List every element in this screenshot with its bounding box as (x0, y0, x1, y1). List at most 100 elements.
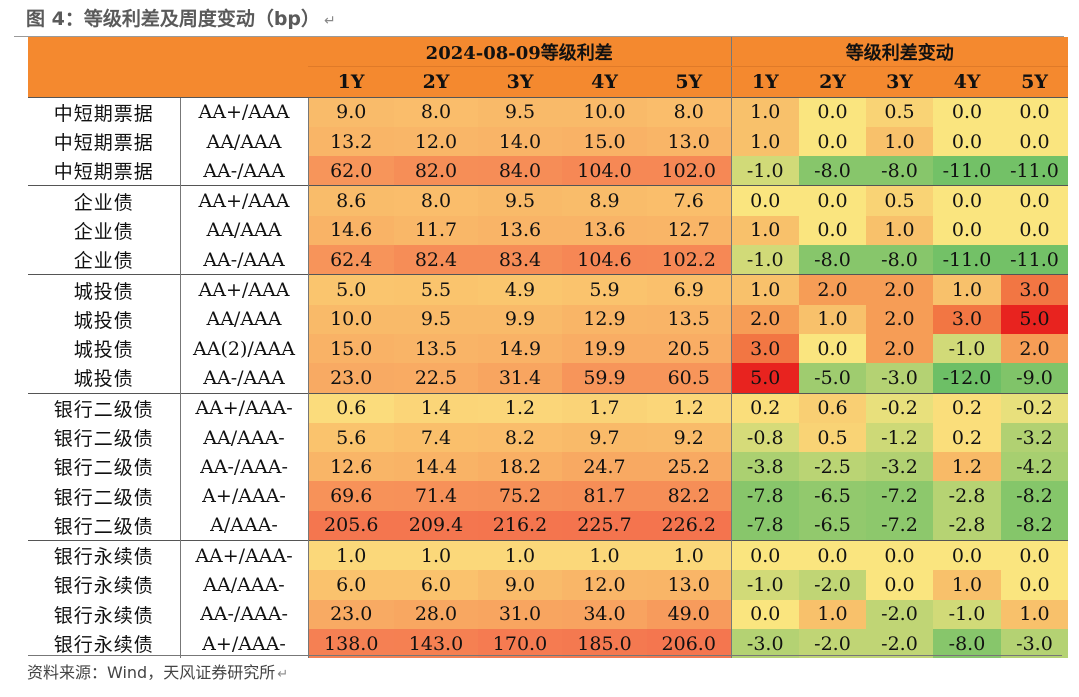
spread-cell: 14.0 (478, 126, 562, 157)
change-cell: 1.0 (730, 126, 799, 157)
table-row: 银行永续债 AA/AAA- 6.0 6.0 9.0 12.0 13.0 -1.0 -2.0 0.0… (28, 570, 1068, 600)
change-cell: 3.0 (1001, 274, 1068, 305)
spread-cell: 170.0 (478, 628, 562, 659)
change-cell: -6.5 (799, 510, 866, 541)
rating-pair-cell: A+/AAA- (179, 481, 308, 511)
table-row: 银行二级债 AA/AAA- 5.6 7.4 8.2 9.7 9.2 -0.8 0.5 -1.2 0.… (28, 422, 1068, 453)
change-cell: 1.0 (866, 126, 933, 157)
bond-type-cell: 银行二级债 (28, 481, 180, 511)
change-cell: 0.5 (799, 422, 866, 453)
spread-cell: 9.9 (478, 304, 562, 334)
change-cell: -0.2 (1001, 392, 1068, 423)
change-cell: 2.0 (866, 333, 933, 364)
table-row: 银行二级债 A/AAA- 205.6 209.4 216.2 225.7 226.2 -7.8… (28, 510, 1068, 541)
change-cell: 0.0 (799, 215, 866, 246)
change-cell: -2.0 (799, 628, 866, 659)
spread-table: 2024-08-09等级利差 等级利差变动 1Y 2Y 3Y 4Y 5Y 1Y … (28, 37, 1068, 659)
spread-cell: 12.0 (394, 126, 478, 157)
change-cell: 3.0 (933, 304, 1001, 334)
spread-cell: 206.0 (647, 628, 731, 659)
header-change-1y: 1Y (730, 66, 799, 98)
bond-type-cell: 银行永续债 (28, 599, 180, 629)
spread-cell: 62.0 (307, 156, 394, 186)
figure-title: 图 4：等级利差及周度变动（bp） ↵ (26, 8, 336, 30)
change-cell: 2.0 (866, 304, 933, 334)
rating-pair-cell: AA+/AAA (179, 274, 308, 305)
spread-cell: 13.5 (394, 333, 478, 364)
change-cell: 1.0 (730, 215, 799, 246)
bond-type-cell: 企业债 (28, 245, 180, 275)
spread-cell: 49.0 (647, 599, 731, 629)
spread-cell: 83.4 (478, 245, 562, 275)
spread-cell: 14.4 (394, 452, 478, 482)
change-cell: -8.0 (799, 245, 866, 275)
change-cell: -8.0 (866, 245, 933, 275)
spread-cell: 8.6 (307, 185, 394, 216)
header-type-cell (28, 37, 180, 98)
change-cell: 0.0 (933, 185, 1001, 216)
bond-type-cell: 银行二级债 (28, 422, 180, 453)
table-row: 城投债 AA-/AAA 23.0 22.5 31.4 59.9 60.5 5.0 -5.0 -3.… (28, 363, 1068, 394)
change-cell: 1.0 (730, 96, 799, 127)
header-change-2y: 2Y (799, 66, 866, 98)
rating-pair-cell: AA/AAA- (179, 422, 308, 453)
header-spread-5y: 5Y (647, 66, 731, 98)
bond-type-cell: 银行永续债 (28, 570, 180, 600)
rating-pair-cell: AA-/AAA (179, 245, 308, 275)
bond-type-cell: 银行二级债 (28, 392, 180, 423)
change-cell: -12.0 (933, 363, 1001, 394)
change-cell: 1.0 (799, 599, 866, 629)
bond-type-cell: 企业债 (28, 215, 180, 246)
spread-cell: 75.2 (478, 481, 562, 511)
spread-cell: 20.5 (647, 333, 731, 364)
change-cell: 1.0 (866, 215, 933, 246)
spread-cell: 1.0 (394, 540, 478, 571)
change-cell: -8.0 (799, 156, 866, 186)
change-cell: -1.2 (866, 422, 933, 453)
table-row: 银行二级债 AA+/AAA- 0.6 1.4 1.2 1.7 1.2 0.2 0.6 -0.2 0.… (28, 392, 1068, 423)
change-cell: -3.8 (730, 452, 799, 482)
spread-cell: 1.0 (562, 540, 647, 571)
spread-cell: 6.9 (647, 274, 731, 305)
change-cell: -7.8 (730, 481, 799, 511)
rating-pair-cell: AA+/AAA (179, 96, 308, 127)
rating-pair-cell: AA/AAA- (179, 570, 308, 600)
spread-cell: 8.0 (394, 185, 478, 216)
change-cell: -11.0 (933, 245, 1001, 275)
change-cell: 0.5 (866, 96, 933, 127)
spread-cell: 1.4 (394, 392, 478, 423)
rating-pair-cell: AA(2)/AAA (179, 333, 308, 364)
spread-cell: 10.0 (307, 304, 394, 334)
change-cell: -7.8 (730, 510, 799, 541)
rating-pair-cell: A/AAA- (179, 510, 308, 541)
rating-pair-cell: AA-/AAA (179, 156, 308, 186)
rating-pair-cell: AA-/AAA- (179, 452, 308, 482)
change-cell: 0.0 (933, 215, 1001, 246)
spread-cell: 5.0 (307, 274, 394, 305)
change-cell: 0.0 (799, 540, 866, 571)
spread-cell: 0.6 (307, 392, 394, 423)
change-cell: 1.0 (933, 570, 1001, 600)
spread-cell: 23.0 (307, 599, 394, 629)
change-cell: 2.0 (799, 274, 866, 305)
bond-type-cell: 城投债 (28, 363, 180, 394)
spread-cell: 15.0 (307, 333, 394, 364)
spread-cell: 84.0 (478, 156, 562, 186)
paragraph-mark-icon: ↵ (277, 667, 289, 682)
change-cell: 1.0 (730, 274, 799, 305)
change-cell: -8.0 (933, 628, 1001, 659)
change-cell: -3.2 (866, 452, 933, 482)
change-cell: -11.0 (1001, 156, 1068, 186)
rating-pair-cell: AA/AAA (179, 126, 308, 157)
bond-type-cell: 银行永续债 (28, 628, 180, 659)
table-row: 银行二级债 A+/AAA- 69.6 71.4 75.2 81.7 82.2 -7.8 -6.5… (28, 481, 1068, 511)
header-row-tenors: 1Y 2Y 3Y 4Y 5Y 1Y 2Y 3Y 4Y 5Y (28, 66, 1068, 98)
change-cell: -3.0 (1001, 628, 1068, 659)
spread-cell: 8.0 (647, 96, 731, 127)
change-cell: 2.0 (730, 304, 799, 334)
spread-cell: 104.0 (562, 156, 647, 186)
rating-pair-cell: A+/AAA- (179, 628, 308, 659)
header-change-3y: 3Y (866, 66, 933, 98)
change-cell: -0.8 (730, 422, 799, 453)
spread-cell: 24.7 (562, 452, 647, 482)
